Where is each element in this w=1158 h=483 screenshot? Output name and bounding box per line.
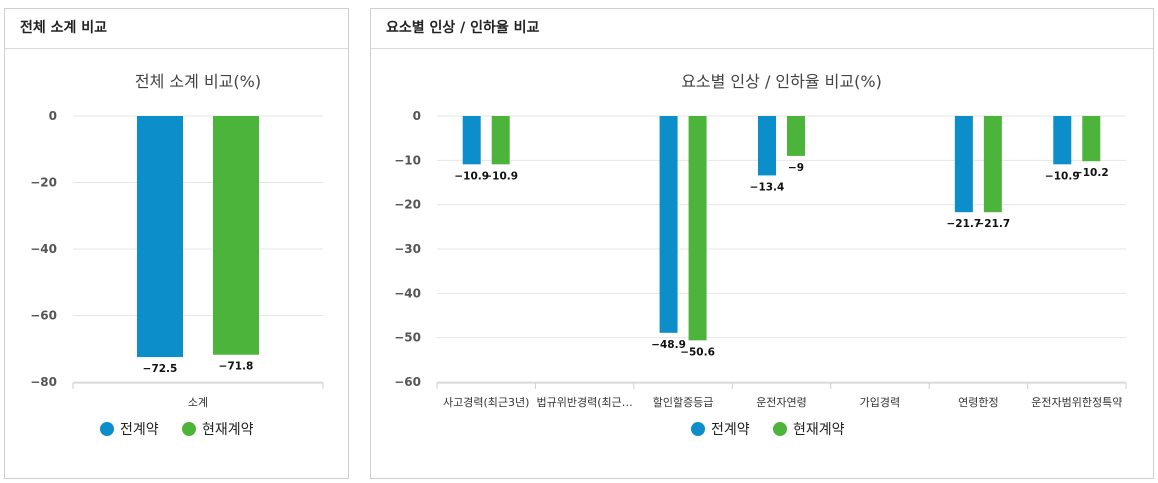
legend-marker (773, 422, 787, 436)
y-tick-label: −40 (30, 242, 57, 256)
y-tick-label: −60 (394, 375, 421, 389)
panel-total-subtotal: 전체 소계 비교 전체 소계 비교(%) 0 −20 −40 −60 −80 소계 −72.5… (4, 8, 349, 479)
bar-current (983, 116, 1002, 213)
y-tick-label: −30 (394, 242, 421, 256)
data-label: −21.7 (946, 218, 981, 230)
x-category-label: 사고경력(최근3년) (443, 396, 529, 409)
panel-header-factor: 요소별 인상 / 인하율 비교 (371, 9, 1153, 49)
data-label: −71.8 (219, 361, 254, 373)
x-category-label: 운전자연령 (756, 396, 807, 409)
chart-total-subtotal: 전체 소계 비교(%) 0 −20 −40 −60 −80 소계 −72.5 −71.8 전계약 현… (30, 72, 324, 438)
y-tick-label: 0 (413, 109, 421, 123)
legend-marker (100, 422, 114, 436)
y-tick-label: −40 (394, 286, 421, 300)
bar-current (787, 116, 805, 156)
legend-label: 전계약 (711, 422, 750, 438)
legend-label: 현재계약 (793, 422, 845, 438)
y-tick-label: −10 (394, 153, 421, 167)
data-label: −10.2 (1074, 167, 1109, 179)
x-category-label: 소계 (188, 396, 208, 409)
panel-header-total: 전체 소계 비교 (5, 9, 348, 49)
data-label: −50.6 (680, 346, 715, 358)
chart-factor-rates: 요소별 인상 / 인하율 비교(%) 0 −10 −20 −30 −40 −50 −60 사고경… (394, 72, 1127, 438)
bar-previous (954, 116, 973, 213)
bar-current (1082, 116, 1101, 162)
data-label: −21.7 (975, 218, 1010, 230)
x-category-label: 법규위반경력(최근… (537, 396, 633, 409)
bar-previous (758, 116, 776, 176)
bar-previous (659, 116, 678, 333)
data-label: −9 (788, 162, 804, 174)
x-category-label: 가입경력 (860, 396, 900, 409)
bar-previous (462, 116, 481, 165)
data-label: −10.9 (454, 170, 489, 182)
bar-previous (1053, 116, 1072, 165)
legend-label: 전계약 (120, 422, 159, 438)
y-tick-label: 0 (49, 109, 57, 123)
chart-title: 전체 소계 비교(%) (135, 72, 261, 91)
data-label: −48.9 (651, 339, 686, 351)
chart-title: 요소별 인상 / 인하율 비교(%) (681, 72, 882, 91)
panel-factor-rates: 요소별 인상 / 인하율 비교 요소별 인상 / 인하율 비교(%) 0 −10 −2… (370, 8, 1154, 479)
data-label: −72.5 (143, 363, 178, 375)
legend-marker (182, 422, 196, 436)
bar-current (688, 116, 707, 341)
data-label: −10.9 (1045, 170, 1080, 182)
y-tick-label: −20 (394, 198, 421, 212)
x-category-label: 할인할증등급 (653, 396, 714, 409)
bar-current (213, 116, 259, 355)
x-category-label: 운전자범위한정특약 (1031, 395, 1122, 409)
bar-current (491, 116, 510, 165)
bar-previous (137, 116, 183, 358)
legend-label: 현재계약 (202, 422, 254, 438)
y-tick-label: −80 (30, 375, 57, 389)
data-label: −13.4 (750, 181, 785, 193)
x-category-label: 연령한정 (958, 396, 998, 409)
y-tick-label: −60 (30, 309, 57, 323)
legend-marker (691, 422, 705, 436)
y-tick-label: −50 (394, 331, 421, 345)
data-label: −10.9 (483, 170, 518, 182)
y-tick-label: −20 (30, 176, 57, 190)
